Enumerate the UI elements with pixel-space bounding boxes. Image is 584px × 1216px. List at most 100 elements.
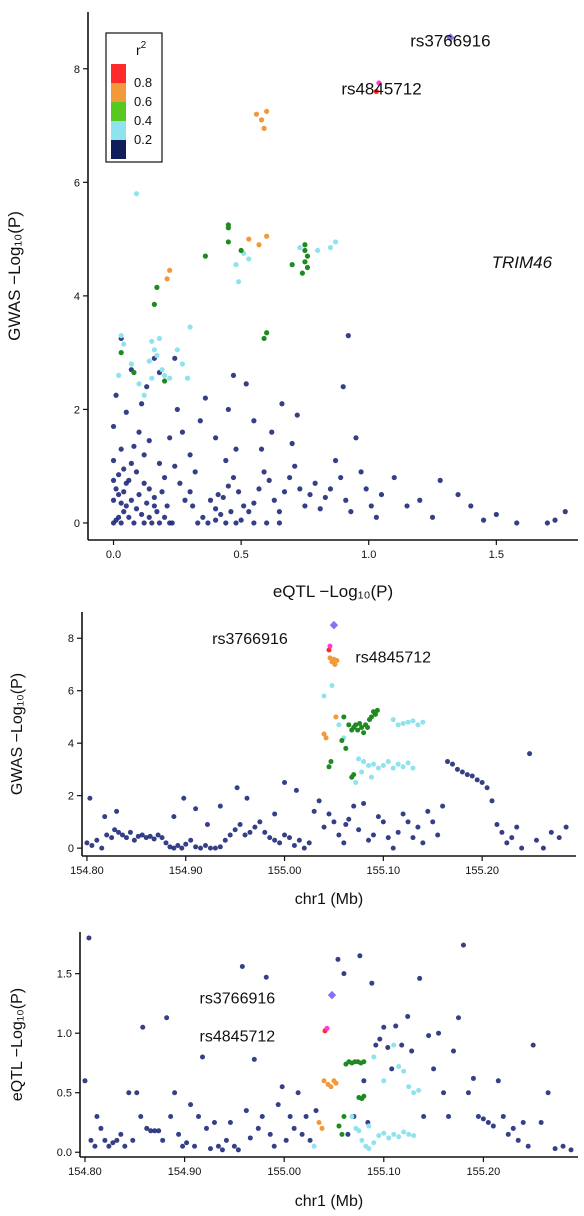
snp-point (420, 719, 426, 725)
snp-point (336, 1123, 342, 1129)
snp-point (203, 1125, 209, 1131)
snp-point (380, 762, 386, 768)
snp-point (327, 643, 333, 649)
snp-point (192, 469, 198, 475)
snp-point (411, 1090, 417, 1096)
snp-point (287, 1114, 293, 1120)
snp-point (302, 259, 308, 265)
snp-point (306, 840, 312, 846)
snp-point (276, 520, 283, 526)
snp-point (333, 1080, 339, 1086)
y-tick-label: 4 (68, 738, 74, 750)
snp-point (133, 191, 140, 197)
snp-point (131, 837, 137, 843)
y-tick-label: 4 (74, 291, 80, 303)
snp-point (381, 1024, 387, 1030)
snp-point (156, 335, 163, 342)
x-tick-label: 154.80 (68, 1166, 102, 1178)
snp-point (164, 503, 170, 509)
snp-point (235, 279, 242, 285)
snp-point (217, 803, 223, 809)
snp-point (140, 1024, 146, 1030)
snp-point (175, 843, 181, 849)
snp-point (326, 764, 332, 770)
snp-point (235, 1147, 241, 1153)
snp-point (334, 658, 340, 664)
snp-point (390, 845, 396, 851)
snp-point (514, 824, 520, 830)
snp-point (112, 827, 118, 833)
snp-point (123, 835, 129, 841)
x-tick-label: 1.5 (489, 549, 504, 561)
snp-point (149, 520, 155, 526)
snp-point (356, 756, 362, 762)
snp-point (233, 446, 239, 452)
snp-point (339, 1131, 345, 1137)
axes: 0.0 0.5 1.0 1.5 0 2 4 6 8 (74, 12, 578, 561)
snp-point (121, 509, 127, 515)
snp-point (116, 514, 122, 520)
snp-point (106, 1143, 112, 1149)
y-axis-label: eQTL −Log₁₀(P) (9, 988, 26, 1101)
snp-point (261, 125, 267, 131)
snp-point (322, 494, 328, 501)
snp-point (410, 718, 416, 724)
snp-point (368, 714, 374, 720)
snp-point (349, 1114, 355, 1120)
snp-point (110, 423, 117, 430)
snp-point (468, 503, 474, 509)
snp-point (363, 486, 369, 492)
snp-point (213, 435, 219, 441)
snp-point (378, 491, 385, 498)
snp-point (297, 486, 303, 492)
snp-point (228, 509, 234, 515)
snp-point (128, 460, 134, 466)
snp-point (231, 1143, 237, 1149)
snp-point (494, 822, 500, 828)
snp-point (525, 1143, 531, 1149)
snp-point (227, 1119, 233, 1125)
y-axis-label: GWAS −Log₁₀(P) (5, 211, 24, 341)
legend-swatch (111, 64, 126, 83)
snp-point (264, 330, 270, 336)
snp-point (336, 832, 342, 838)
snp-point (122, 1143, 128, 1149)
snp-label: rs4845712 (355, 650, 431, 667)
snp-point (410, 835, 416, 841)
snp-point (359, 1137, 365, 1143)
snp-point (187, 324, 193, 330)
snp-point (380, 819, 386, 825)
snp-point (366, 1146, 372, 1152)
snp-point (131, 520, 137, 526)
snp-point (405, 719, 411, 725)
snp-point (389, 1066, 395, 1072)
snp-point (121, 489, 127, 495)
snp-point (395, 761, 401, 767)
snp-point (321, 731, 327, 737)
snp-point (368, 774, 374, 780)
snp-point (247, 1135, 253, 1141)
snp-point (406, 1131, 412, 1137)
snp-point (299, 1131, 305, 1137)
snp-point (317, 506, 323, 512)
snp-point (187, 452, 193, 458)
snp-point (346, 722, 352, 728)
snp-point (281, 489, 288, 495)
snp-point (313, 1108, 319, 1114)
snp-point (218, 511, 224, 518)
legend-title: r2 (136, 40, 147, 58)
snp-point (110, 1140, 116, 1146)
snp-point (370, 832, 376, 838)
y-axis-label: GWAS −Log₁₀(P) (9, 673, 26, 795)
snp-point (238, 517, 244, 523)
snp-point (446, 1114, 452, 1120)
snp-point (133, 506, 140, 512)
snp-point (386, 1135, 392, 1141)
r2-legend: r2 0.8 0.6 0.4 0.2 (105, 32, 163, 163)
snp-point (358, 469, 364, 475)
snp-point (327, 245, 334, 251)
snp-point (361, 1078, 367, 1084)
snp-point (527, 751, 533, 757)
snp-point (161, 372, 168, 378)
